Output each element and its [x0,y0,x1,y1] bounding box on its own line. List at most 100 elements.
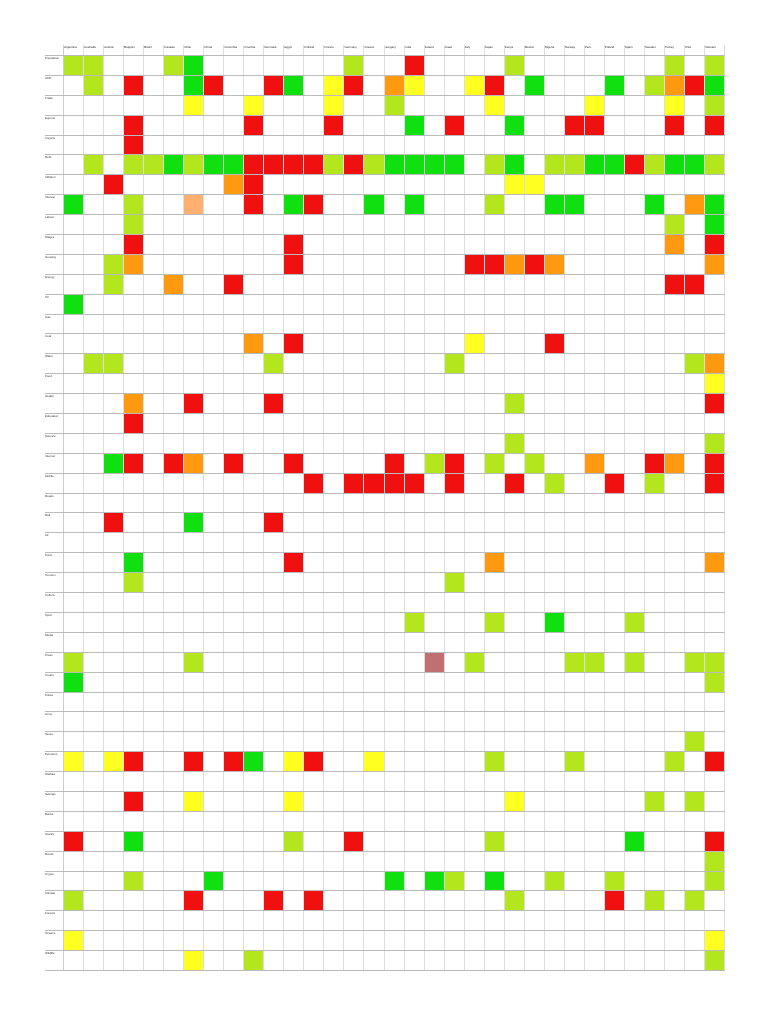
cell [164,752,185,772]
cell [244,75,265,95]
cell [404,394,425,414]
cell [584,772,605,791]
cell [444,195,465,215]
cell [404,215,425,235]
cell [684,433,705,453]
table-row: Coal [45,334,726,355]
cell [404,274,425,294]
cell [404,115,425,135]
cell [584,354,605,374]
cell [84,692,105,712]
cell [304,155,325,175]
cell [164,553,185,573]
table-row: Bonds [45,851,726,872]
cell [604,75,625,95]
cell [384,235,405,254]
cell [564,215,585,235]
cell [244,235,265,254]
cell [564,473,585,493]
cell [384,473,405,493]
cell [584,235,605,254]
cell [144,612,165,632]
row-label: Education [45,414,64,433]
cell [504,334,525,354]
cell [705,394,726,414]
cell [664,493,685,513]
cell [584,851,605,871]
cell [124,175,145,195]
cell [304,314,325,334]
cell [584,175,605,195]
cell [404,95,425,115]
cell [644,632,665,652]
cell [424,394,445,414]
cell [504,274,525,294]
cell [384,951,405,970]
cell [324,95,345,115]
cell [64,712,85,732]
cell [264,593,285,612]
cell [705,712,726,732]
cell [164,871,185,891]
table-row: Taxes [45,732,726,753]
cell [424,931,445,951]
column-header: India [405,45,425,55]
cell [84,871,105,891]
row-label: Water [45,354,64,374]
cell [404,871,425,891]
cell [584,95,605,115]
cell [464,593,485,612]
cell [64,732,85,752]
cell [264,374,285,394]
column-header: Peru [585,45,605,55]
cell [404,473,425,493]
cell [524,294,545,314]
cell [84,831,105,851]
cell [664,115,685,135]
cell [64,931,85,951]
cell [324,473,345,493]
cell [464,394,485,414]
cell [404,652,425,672]
cell [224,115,245,135]
cell [164,593,185,612]
cell [684,851,705,871]
cell [684,593,705,612]
cell [304,215,325,235]
cell [64,115,85,135]
table-row: Culture [45,593,726,613]
cell [384,175,405,195]
cell [664,791,685,811]
cell [664,374,685,394]
cell [384,115,405,135]
cell [464,851,485,871]
cell [244,433,265,453]
cell [604,732,625,752]
cell [564,612,585,632]
cell [324,314,345,334]
cell [624,433,645,453]
cell [544,513,565,533]
cell [244,354,265,374]
cell [244,314,265,334]
column-header: Germany [344,45,365,55]
cell [244,791,265,811]
cell [284,473,305,493]
cell [404,294,425,314]
cell [84,573,105,593]
column-header: Finland [304,45,325,55]
cell [544,215,565,235]
column-header: Japan [485,45,505,55]
cell [224,235,245,254]
cell [224,672,245,692]
cell [164,672,185,692]
cell [164,911,185,931]
cell [384,732,405,752]
cell [444,414,465,433]
cell [204,493,225,513]
cell [224,414,245,433]
cell [224,394,245,414]
cell [624,513,645,533]
cell [464,274,485,294]
row-label: Energy [45,274,64,294]
